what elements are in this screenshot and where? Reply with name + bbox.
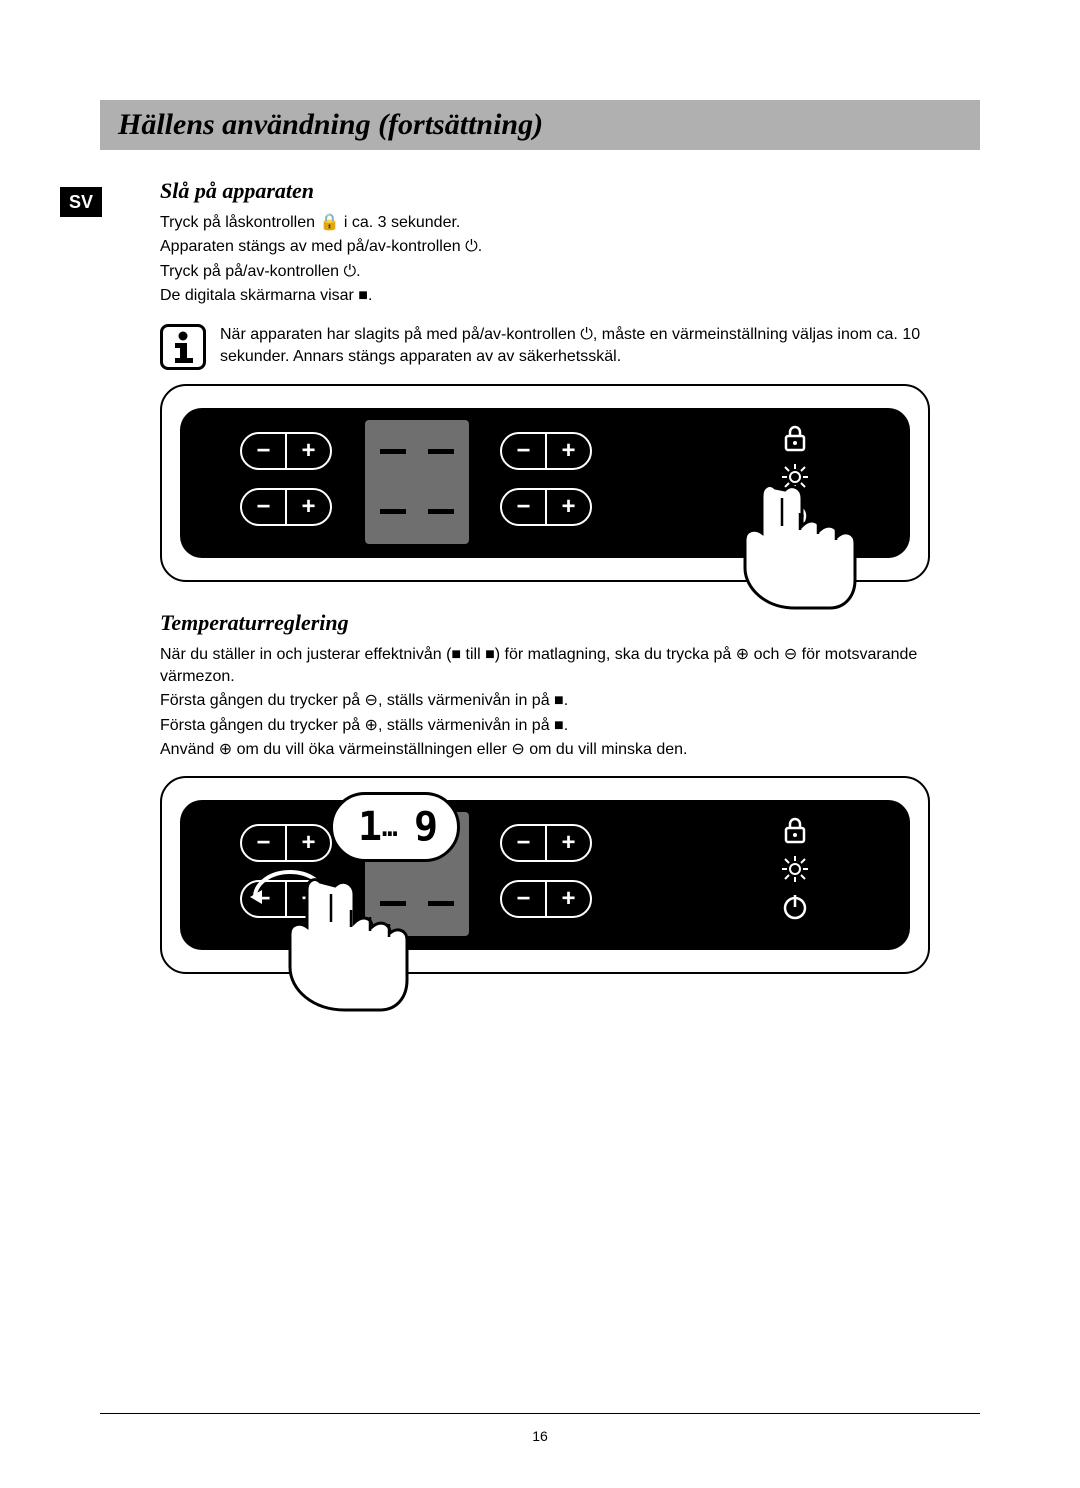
minus-button[interactable]: − <box>502 882 545 916</box>
power-icon[interactable] <box>780 892 810 922</box>
control-panel: − + − + <box>180 800 910 950</box>
lock-icon[interactable] <box>781 422 809 454</box>
plus-button[interactable]: + <box>547 826 590 860</box>
section1-line: Tryck på låskontrollen 🔒 i ca. 3 sekunde… <box>160 212 970 234</box>
value-callout: 1 … 9 <box>330 792 460 862</box>
zone-minus-plus: − + <box>500 824 592 862</box>
svg-text:1: 1 <box>358 804 382 850</box>
digit-display <box>421 880 461 928</box>
zone-minus-plus: − + <box>500 488 592 526</box>
zone-minus-plus: − + <box>240 488 332 526</box>
section1-line: Apparaten stängs av med på/av-kontrollen… <box>160 236 970 258</box>
digit-display <box>373 428 413 476</box>
light-icon[interactable] <box>780 462 810 492</box>
section1-line: De digitala skärmarna visar ■. <box>160 285 970 307</box>
plus-button[interactable]: + <box>547 434 590 468</box>
minus-button[interactable]: − <box>242 490 285 524</box>
zone-minus-plus: − + <box>240 432 332 470</box>
light-icon[interactable] <box>780 854 810 884</box>
zone-minus-plus: − + <box>500 880 592 918</box>
section2-line: Första gången du trycker på ⊖, ställs vä… <box>160 690 970 712</box>
icon-column <box>780 422 810 530</box>
plus-button[interactable]: + <box>287 826 330 860</box>
plus-button[interactable]: + <box>287 490 330 524</box>
plus-button[interactable]: + <box>547 490 590 524</box>
language-badge: SV <box>60 187 102 217</box>
page-title: Hällens användning (fortsättning) <box>100 100 980 150</box>
info-callout: När apparaten har slagits på med på/av-k… <box>160 324 980 370</box>
control-panel: − + − + <box>180 408 910 558</box>
minus-button[interactable]: − <box>242 826 285 860</box>
section2-body: När du ställer in och justerar effektniv… <box>160 644 970 762</box>
footer-rule <box>100 1413 980 1414</box>
zone-minus-plus: − + <box>500 432 592 470</box>
plus-button[interactable]: + <box>287 434 330 468</box>
power-icon[interactable] <box>780 500 810 530</box>
section2-line: Första gången du trycker på ⊕, ställs vä… <box>160 715 970 737</box>
digit-display <box>373 488 413 536</box>
zone-minus-plus: − + <box>240 824 332 862</box>
page: SV Hällens användning (fortsättning) Slå… <box>0 0 1080 1042</box>
display-block <box>365 420 469 544</box>
minus-button[interactable]: − <box>502 826 545 860</box>
panel-illustration-1: − + − + <box>160 384 930 582</box>
lock-icon[interactable] <box>781 814 809 846</box>
section1-heading: Slå på apparaten <box>160 178 980 204</box>
minus-button[interactable]: − <box>242 882 285 916</box>
plus-button[interactable]: + <box>287 882 330 916</box>
section2-line: Använd ⊕ om du vill öka värmeinställning… <box>160 739 970 761</box>
section1-body: Tryck på låskontrollen 🔒 i ca. 3 sekunde… <box>160 212 970 308</box>
icon-column <box>780 814 810 922</box>
minus-button[interactable]: − <box>502 434 545 468</box>
svg-text:…: … <box>382 813 398 843</box>
info-icon <box>160 324 206 370</box>
digit-display <box>373 880 413 928</box>
digit-display <box>421 428 461 476</box>
minus-button[interactable]: − <box>242 434 285 468</box>
svg-text:9: 9 <box>414 804 438 850</box>
page-number: 16 <box>0 1428 1080 1444</box>
panel-illustration-2: − + − + <box>160 776 930 974</box>
zone-minus-plus: − + <box>240 880 332 918</box>
section1-line: Tryck på på/av-kontrollen ⏻. <box>160 261 970 283</box>
section2-heading: Temperaturreglering <box>160 610 980 636</box>
plus-button[interactable]: + <box>547 882 590 916</box>
section2-line: När du ställer in och justerar effektniv… <box>160 644 970 689</box>
digit-display <box>421 488 461 536</box>
minus-button[interactable]: − <box>502 490 545 524</box>
info-text: När apparaten har slagits på med på/av-k… <box>220 324 980 369</box>
